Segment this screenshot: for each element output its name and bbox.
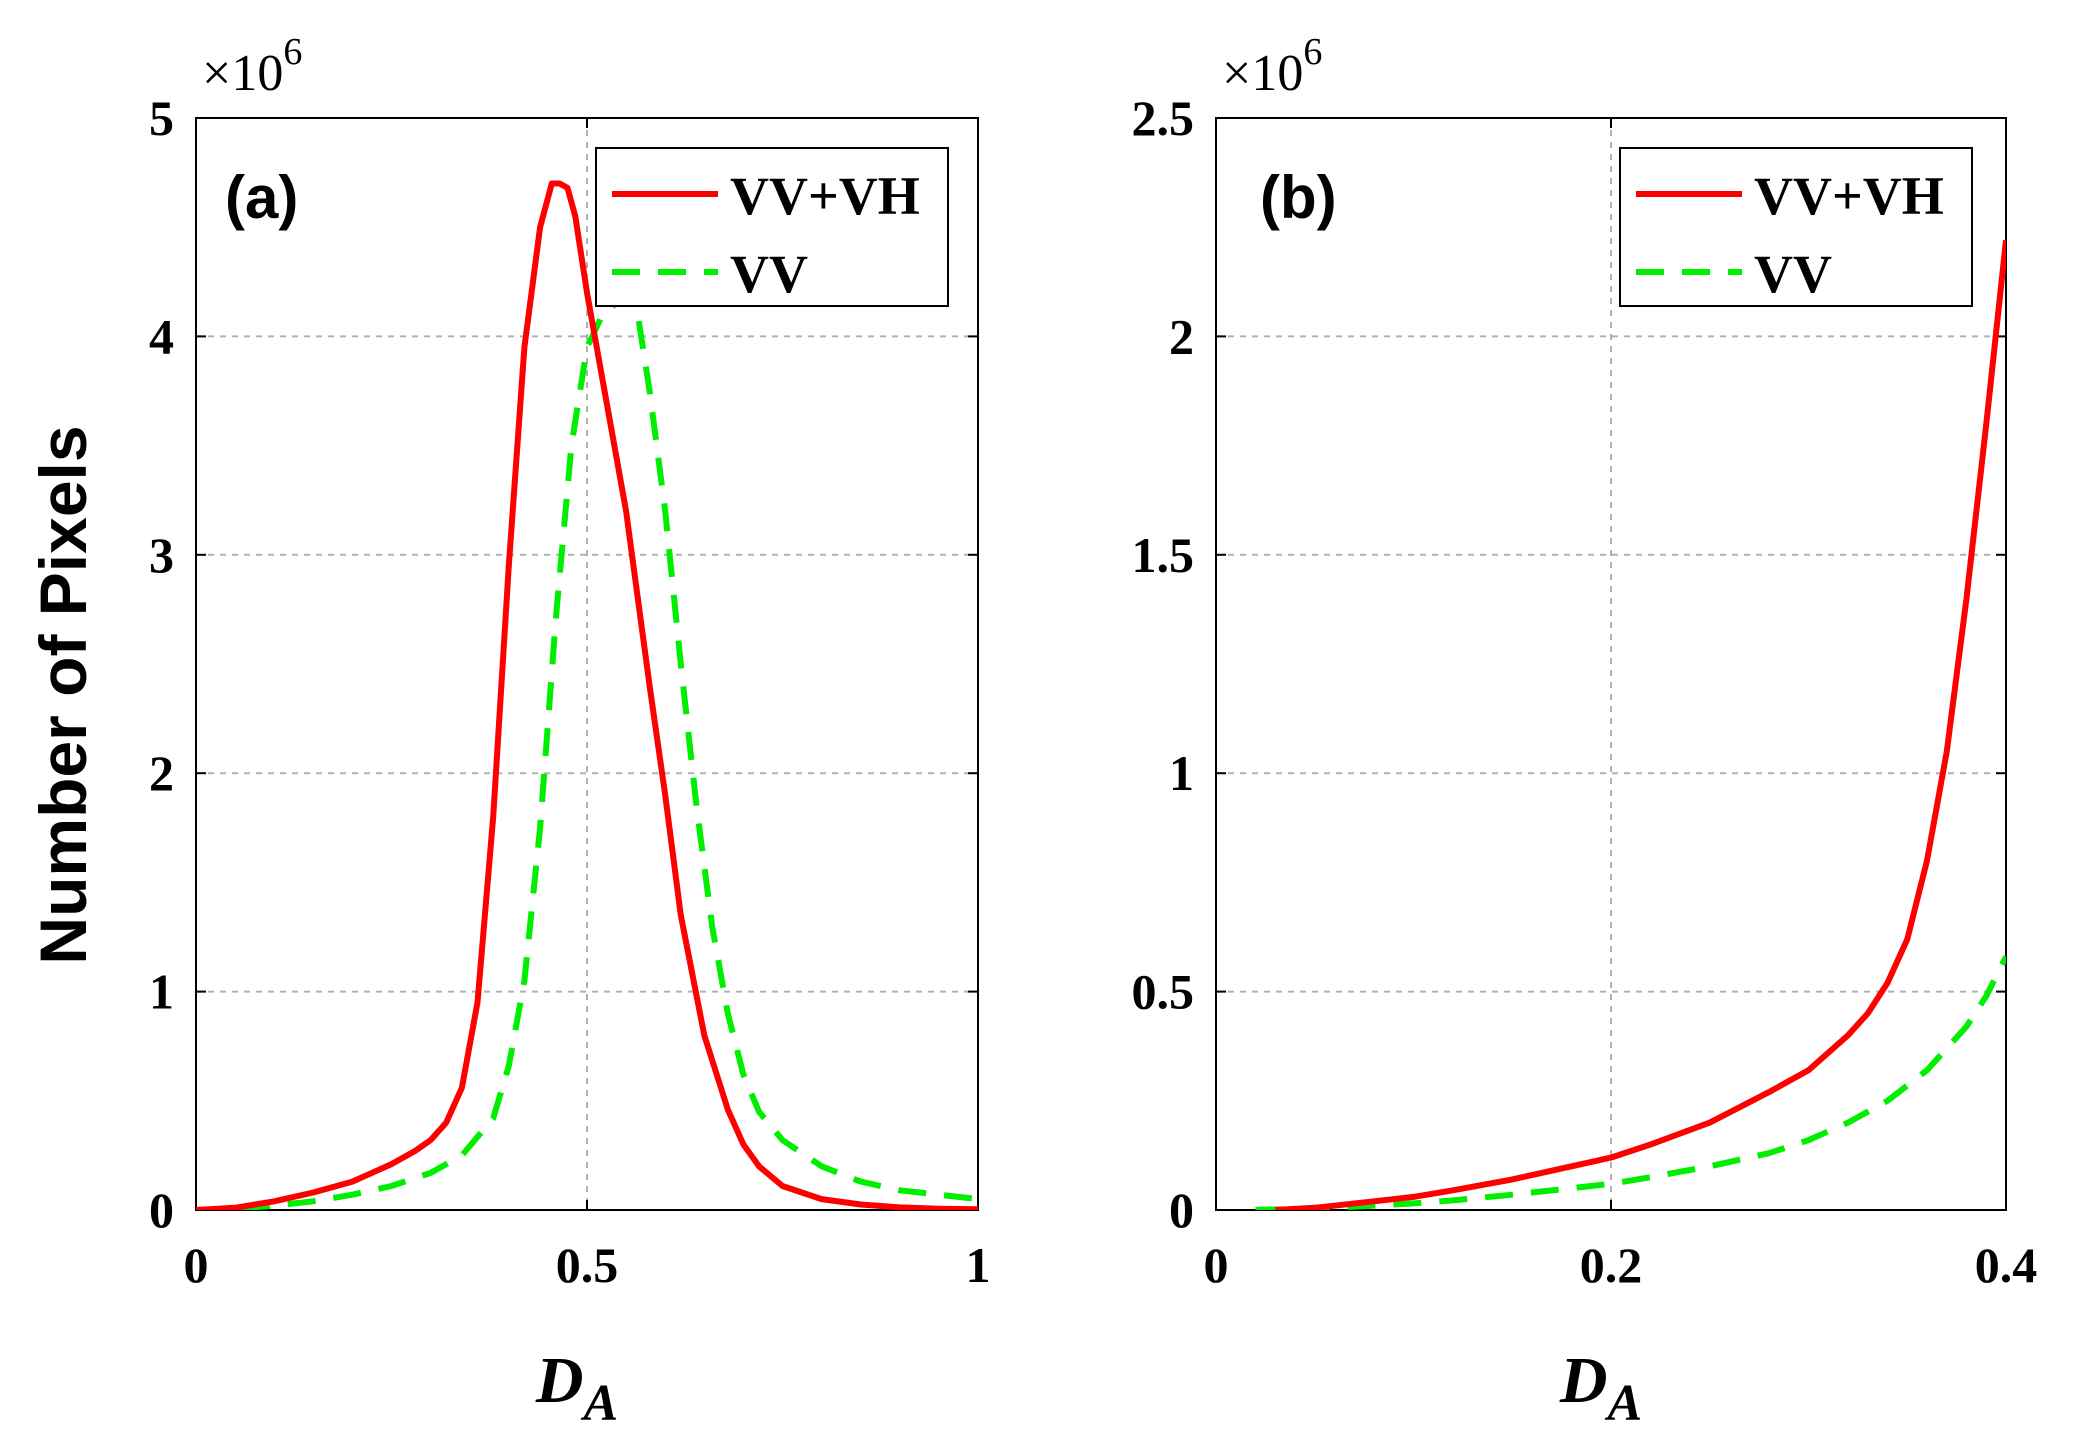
legend: VV+VH VV bbox=[595, 147, 949, 307]
y-tick-label: 2.5 bbox=[1132, 90, 1195, 146]
x-tick-label: 0.4 bbox=[1975, 1237, 2038, 1293]
legend-box bbox=[595, 147, 949, 307]
axes-box bbox=[195, 117, 979, 1211]
chart-panel-a: 0 0.5 1 0 1 2 3 4 5 ×106 VV+VH VV (a) DA bbox=[149, 31, 991, 1432]
x-tick-label: 1 bbox=[966, 1237, 991, 1293]
y-tick-label: 1.5 bbox=[1132, 527, 1195, 583]
y-multiplier: ×106 bbox=[1222, 31, 1322, 102]
y-tick-label: 2 bbox=[1169, 308, 1194, 364]
series-line-vv bbox=[1255, 955, 2006, 1210]
x-tick-label: 0 bbox=[1204, 1237, 1229, 1293]
y-tick-label: 1 bbox=[149, 964, 174, 1020]
panel-label: (b) bbox=[1260, 164, 1337, 231]
y-tick-label: 0 bbox=[1169, 1182, 1194, 1238]
y-tick-label: 1 bbox=[1169, 745, 1194, 801]
series-line-vv-vh bbox=[1275, 239, 2006, 1210]
x-tick-label: 0 bbox=[184, 1237, 209, 1293]
panel-label: (a) bbox=[225, 164, 298, 231]
axes-box bbox=[1215, 117, 2007, 1211]
y-axis-label: Number of Pixels bbox=[26, 425, 100, 964]
y-tick-label: 4 bbox=[149, 308, 174, 364]
y-multiplier: ×106 bbox=[202, 31, 302, 102]
plots-container: 0 0.5 1 0 1 2 3 4 5 ×106 VV+VH VV (a) DA 0 0.2 0.4 0 0.5 1 1… bbox=[149, 31, 2037, 1432]
x-tick-label: 0.2 bbox=[1580, 1237, 1643, 1293]
y-tick-label: 0.5 bbox=[1132, 964, 1195, 1020]
y-tick-label: 2 bbox=[149, 745, 174, 801]
x-tick-label: 0.5 bbox=[556, 1237, 619, 1293]
legend-label-vv-vh: VV+VH bbox=[730, 166, 920, 226]
legend: VV+VH VV bbox=[1619, 147, 1973, 307]
chart-panel-b: 0 0.2 0.4 0 0.5 1 1.5 2 2.5 ×106 VV+VH VV (b) DA bbox=[1132, 31, 2038, 1432]
series-line-vv-vh bbox=[196, 180, 978, 1210]
legend-label-vv: VV bbox=[730, 244, 808, 304]
y-tick-label: 5 bbox=[149, 90, 174, 146]
legend-box bbox=[1619, 147, 1973, 307]
x-axis-label: DA bbox=[535, 1344, 618, 1432]
legend-label-vv: VV bbox=[1754, 244, 1832, 304]
y-tick-label: 3 bbox=[149, 527, 174, 583]
legend-label-vv-vh: VV+VH bbox=[1754, 166, 1944, 226]
y-tick-label: 0 bbox=[149, 1182, 174, 1238]
x-axis-label: DA bbox=[1559, 1344, 1642, 1432]
